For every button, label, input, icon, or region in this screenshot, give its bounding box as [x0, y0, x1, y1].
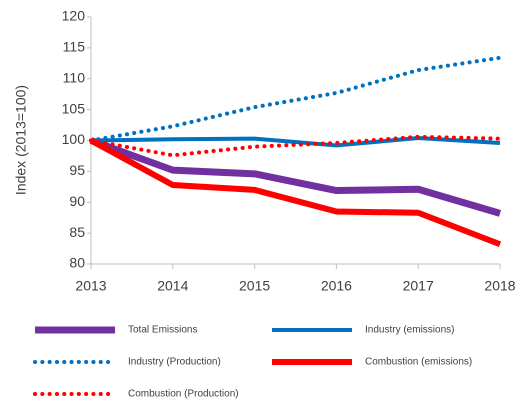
- series-line: [89, 134, 502, 158]
- y-tick-label: 95: [69, 162, 85, 178]
- y-tick-label: 100: [62, 131, 86, 147]
- y-tick-label: 110: [63, 69, 86, 85]
- series-line: [89, 137, 502, 248]
- legend-label: Total Emissions: [128, 325, 197, 336]
- x-tick-label: 2017: [403, 278, 434, 294]
- x-tick-label: 2016: [321, 278, 352, 294]
- legend-label: Industry (emissions): [365, 325, 454, 336]
- legend-label: Combustion (Production): [128, 389, 239, 400]
- legend-label: Combustion (emissions): [365, 357, 472, 368]
- y-tick-label: 80: [69, 255, 85, 271]
- y-tick-label: 115: [63, 39, 86, 55]
- series-line: [89, 137, 501, 217]
- y-tick-label: 85: [69, 224, 85, 240]
- x-tick-label: 2015: [239, 278, 270, 294]
- y-tick-label: 90: [69, 193, 85, 209]
- x-tick-label: 2018: [484, 278, 515, 294]
- x-tick-label: 2014: [157, 278, 188, 294]
- series-line: [89, 55, 502, 143]
- y-tick-label: 120: [62, 8, 86, 24]
- y-axis-label: Index (2013=100): [13, 85, 29, 195]
- y-tick-label: 105: [62, 100, 86, 116]
- x-tick-label: 2013: [75, 278, 106, 294]
- legend-label: Industry (Production): [128, 357, 221, 368]
